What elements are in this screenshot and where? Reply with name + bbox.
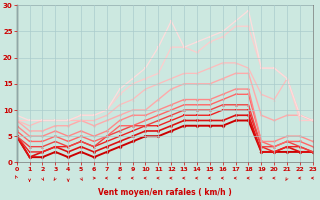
X-axis label: Vent moyen/en rafales ( km/h ): Vent moyen/en rafales ( km/h ) xyxy=(98,188,232,197)
